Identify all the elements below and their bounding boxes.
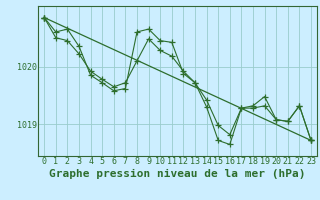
X-axis label: Graphe pression niveau de la mer (hPa): Graphe pression niveau de la mer (hPa) [49,169,306,179]
